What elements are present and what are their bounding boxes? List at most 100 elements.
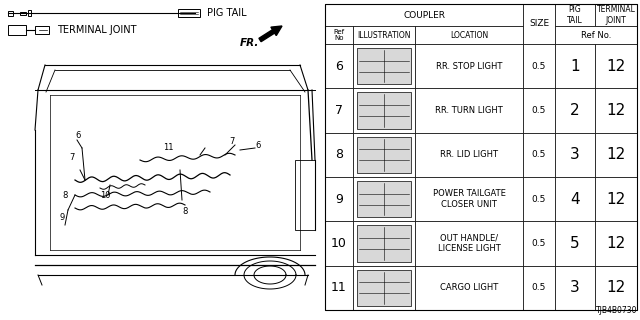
Text: 6: 6 xyxy=(335,60,343,73)
Text: 5: 5 xyxy=(570,236,580,251)
Text: 0.5: 0.5 xyxy=(532,106,546,115)
Bar xyxy=(325,221,353,266)
Bar xyxy=(325,44,353,88)
Bar xyxy=(523,4,555,44)
Text: FR.: FR. xyxy=(240,38,259,48)
Bar xyxy=(595,177,637,221)
Text: 10: 10 xyxy=(100,191,110,201)
Text: 3: 3 xyxy=(570,147,580,162)
Bar xyxy=(325,88,353,133)
Text: 12: 12 xyxy=(606,103,626,118)
Bar xyxy=(523,221,555,266)
Bar xyxy=(415,221,523,266)
Bar xyxy=(415,26,523,44)
Bar xyxy=(325,4,523,26)
Bar xyxy=(357,137,411,173)
Bar xyxy=(595,4,637,26)
Bar xyxy=(28,10,31,16)
Bar xyxy=(523,266,555,310)
Bar xyxy=(353,133,415,177)
Text: 7: 7 xyxy=(229,138,235,147)
Bar xyxy=(595,266,637,310)
Text: 12: 12 xyxy=(606,147,626,162)
Bar xyxy=(325,177,353,221)
Text: 10: 10 xyxy=(331,237,347,250)
Bar xyxy=(353,44,415,88)
FancyArrow shape xyxy=(259,26,282,42)
Bar xyxy=(357,225,411,262)
Text: 0.5: 0.5 xyxy=(532,283,546,292)
Text: SIZE: SIZE xyxy=(529,20,549,28)
Bar xyxy=(178,9,200,17)
Bar xyxy=(357,92,411,129)
Text: RR. TURN LIGHT: RR. TURN LIGHT xyxy=(435,106,503,115)
Bar xyxy=(523,88,555,133)
Bar xyxy=(325,4,637,310)
Bar xyxy=(35,26,49,34)
Text: CARGO LIGHT: CARGO LIGHT xyxy=(440,283,498,292)
Text: 7: 7 xyxy=(335,104,343,117)
Text: 0.5: 0.5 xyxy=(532,62,546,71)
Text: 1: 1 xyxy=(570,59,580,74)
Text: 12: 12 xyxy=(606,59,626,74)
Text: RR. STOP LIGHT: RR. STOP LIGHT xyxy=(436,62,502,71)
Bar xyxy=(415,266,523,310)
Text: 12: 12 xyxy=(606,236,626,251)
Text: Ref No.: Ref No. xyxy=(581,30,611,39)
Text: PIG
TAIL: PIG TAIL xyxy=(567,5,583,25)
Bar xyxy=(595,221,637,266)
Text: 11: 11 xyxy=(163,143,173,153)
Bar xyxy=(353,26,415,44)
Text: 8: 8 xyxy=(182,207,188,217)
Text: 12: 12 xyxy=(606,192,626,207)
Text: 8: 8 xyxy=(62,190,68,199)
Bar xyxy=(555,26,637,44)
Text: 8: 8 xyxy=(335,148,343,161)
Text: 9: 9 xyxy=(60,213,65,222)
Bar xyxy=(595,88,637,133)
Bar xyxy=(353,88,415,133)
Text: TJB4B0730: TJB4B0730 xyxy=(595,306,637,315)
Bar xyxy=(295,160,315,230)
Bar xyxy=(523,177,555,221)
Bar xyxy=(325,133,353,177)
Bar xyxy=(8,25,26,35)
Bar xyxy=(415,133,523,177)
Bar xyxy=(325,266,353,310)
Bar xyxy=(20,12,26,14)
Bar xyxy=(523,44,555,88)
Bar xyxy=(555,221,595,266)
Bar xyxy=(555,266,595,310)
Text: COUPLER: COUPLER xyxy=(403,11,445,20)
Text: 0.5: 0.5 xyxy=(532,239,546,248)
Bar xyxy=(555,4,595,26)
Bar xyxy=(555,177,595,221)
Bar xyxy=(353,221,415,266)
Bar xyxy=(595,44,637,88)
Text: LOCATION: LOCATION xyxy=(450,30,488,39)
Text: TERMINAL JOINT: TERMINAL JOINT xyxy=(57,25,136,35)
Bar xyxy=(353,266,415,310)
Bar xyxy=(357,48,411,84)
Text: 2: 2 xyxy=(570,103,580,118)
Bar xyxy=(353,177,415,221)
Bar xyxy=(325,26,353,44)
Text: POWER TAILGATE
CLOSER UNIT: POWER TAILGATE CLOSER UNIT xyxy=(433,189,506,209)
Bar xyxy=(555,88,595,133)
Text: 0.5: 0.5 xyxy=(532,195,546,204)
Text: 9: 9 xyxy=(335,193,343,206)
Text: 12: 12 xyxy=(606,280,626,295)
Bar xyxy=(555,133,595,177)
Bar xyxy=(415,44,523,88)
Bar xyxy=(415,88,523,133)
Text: 11: 11 xyxy=(331,281,347,294)
Bar xyxy=(415,177,523,221)
Bar xyxy=(357,181,411,217)
Bar xyxy=(555,44,595,88)
Text: Ref
No: Ref No xyxy=(333,28,344,42)
Bar xyxy=(595,133,637,177)
Text: 6: 6 xyxy=(255,140,260,149)
Text: RR. LID LIGHT: RR. LID LIGHT xyxy=(440,150,498,159)
Text: 3: 3 xyxy=(570,280,580,295)
Bar xyxy=(523,133,555,177)
